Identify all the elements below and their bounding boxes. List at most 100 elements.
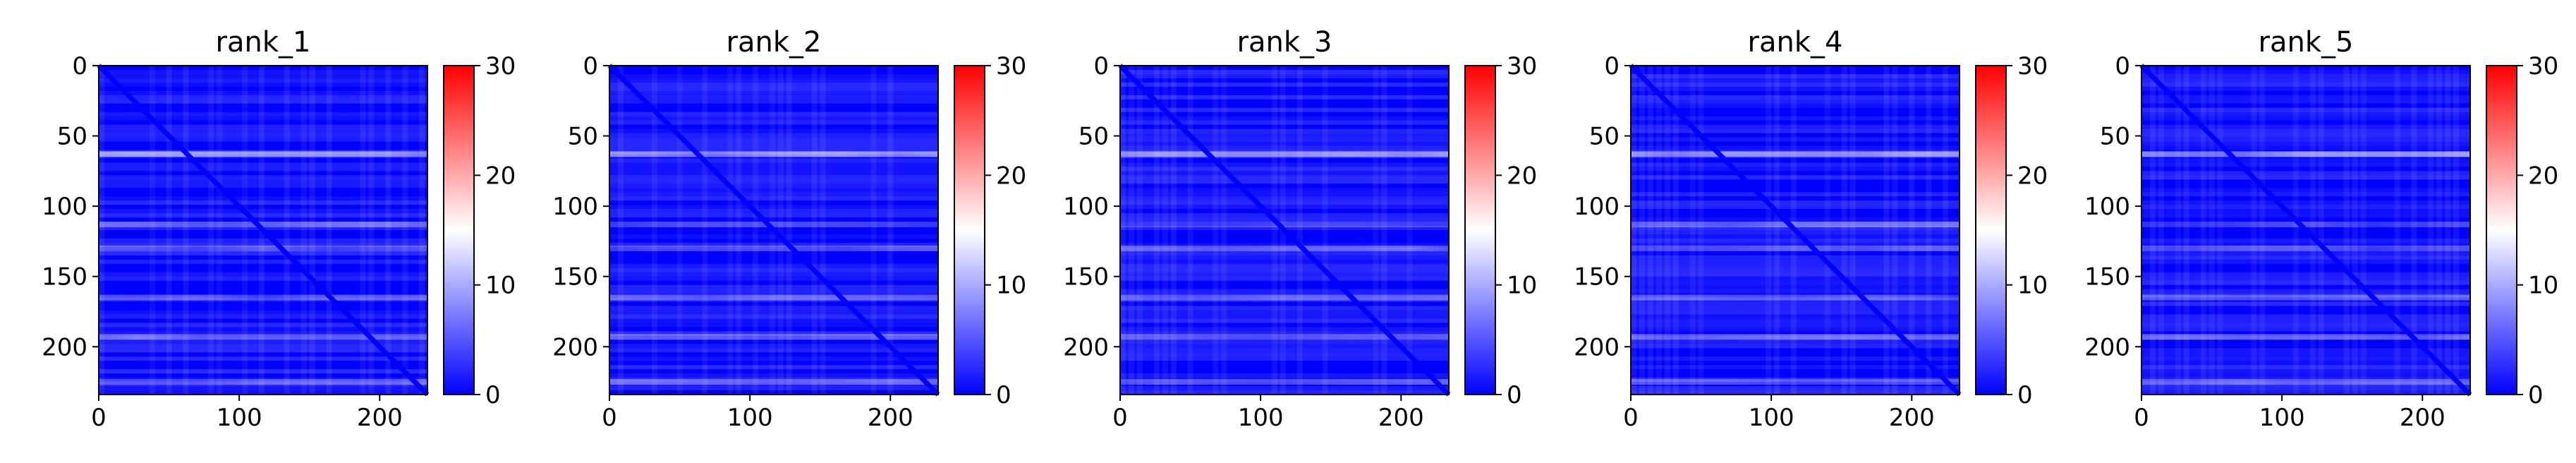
texture-column (2217, 66, 2223, 395)
texture-column (736, 66, 742, 395)
texture-band (1120, 69, 1449, 74)
texture-band (609, 192, 938, 197)
y-tick-label: 200 (1063, 333, 1109, 361)
bright-row (609, 379, 938, 385)
texture-band (99, 184, 427, 188)
texture-band (99, 356, 427, 361)
texture-band (1120, 344, 1449, 349)
y-tick-label: 0 (583, 52, 598, 80)
bright-row (1631, 294, 1960, 301)
bright-row (2141, 222, 2470, 228)
x-tick-label: 200 (868, 404, 913, 432)
y-tick-label: 100 (2084, 193, 2130, 221)
texture-band (1120, 259, 1449, 264)
texture-column (1766, 66, 1772, 395)
texture-band (1631, 205, 1960, 210)
texture-band (99, 196, 427, 201)
texture-column (617, 66, 624, 395)
texture-band (99, 344, 427, 349)
texture-band (2141, 386, 2470, 391)
texture-column (2360, 66, 2367, 395)
y-tick-label: 50 (1079, 123, 1109, 151)
texture-band (1120, 356, 1449, 361)
colorbar-tick-label: 0 (996, 381, 1011, 409)
texture-band (2141, 209, 2470, 214)
bright-row (2141, 151, 2470, 157)
texture-band (1120, 141, 1449, 146)
texture-band (2141, 356, 2470, 361)
texture-band (609, 344, 938, 349)
bright-row (1631, 151, 1960, 157)
y-tick-label: 200 (1574, 333, 1620, 361)
texture-band (1631, 82, 1960, 87)
texture-column (2318, 66, 2324, 395)
texture-band (1631, 318, 1960, 323)
colorbar-frame (443, 65, 475, 395)
texture-band (1120, 242, 1449, 247)
texture-band (1120, 306, 1449, 311)
texture-band (2141, 259, 2470, 264)
texture-band (1631, 276, 1960, 281)
texture-band (1120, 128, 1449, 133)
heatmap-diagonal (2139, 64, 2472, 397)
colorbar-gradient (2486, 66, 2517, 395)
texture-band (609, 289, 938, 294)
texture-band (609, 234, 938, 239)
texture-band (1631, 263, 1960, 268)
panel-title: rank_2 (727, 26, 822, 59)
texture-column (2259, 66, 2266, 395)
texture-band (609, 73, 938, 78)
x-tick-label: 0 (1623, 404, 1639, 432)
texture-band (1631, 280, 1960, 285)
texture-band (609, 365, 938, 370)
texture-band (609, 213, 938, 218)
y-tick-label: 0 (1604, 52, 1620, 80)
texture-band (1631, 162, 1960, 167)
texture-band (2141, 352, 2470, 357)
heatmap-panel-5: 0 100 200 0 50 100 150 200 rank_5 0 10 20 30 (2084, 26, 2558, 432)
texture-band (609, 263, 938, 268)
texture-band (2141, 327, 2470, 332)
texture-column (2175, 66, 2181, 395)
bright-row (99, 294, 427, 301)
texture-band (1631, 242, 1960, 247)
texture-column (1664, 66, 1670, 395)
texture-band (2141, 158, 2470, 163)
texture-band (2141, 280, 2470, 285)
texture-column (1381, 66, 1387, 395)
texture-band (1120, 116, 1449, 121)
texture-column (300, 66, 307, 395)
texture-band (1120, 310, 1449, 315)
texture-column (284, 66, 290, 395)
texture-column (1170, 66, 1177, 395)
texture-band (609, 137, 938, 142)
colorbar-tick-label: 20 (1507, 162, 1537, 190)
texture-column (183, 66, 189, 395)
colorbar-tick-label: 20 (996, 162, 1026, 190)
texture-band (2141, 390, 2470, 395)
texture-band (2141, 141, 2470, 146)
texture-column (1647, 66, 1653, 395)
texture-band (2141, 276, 2470, 281)
texture-column (1407, 66, 1413, 395)
texture-band (609, 133, 938, 138)
texture-band (1631, 238, 1960, 243)
texture-band (2141, 86, 2470, 91)
texture-band (609, 276, 938, 281)
texture-band (1120, 205, 1449, 210)
texture-band (1120, 167, 1449, 172)
x-tick-label: 100 (2259, 404, 2305, 432)
texture-band (2141, 213, 2470, 218)
texture-band (99, 327, 427, 332)
texture-band (99, 73, 427, 78)
colorbar-tick-label: 0 (1507, 381, 1522, 409)
texture-band (2141, 73, 2470, 78)
texture-band (99, 331, 427, 336)
texture-band (609, 386, 938, 391)
x-tick-label: 200 (1889, 404, 1935, 432)
texture-band (1120, 171, 1449, 176)
texture-band (99, 128, 427, 133)
texture-band (1120, 107, 1449, 112)
texture-band (609, 314, 938, 319)
texture-column (753, 66, 759, 395)
